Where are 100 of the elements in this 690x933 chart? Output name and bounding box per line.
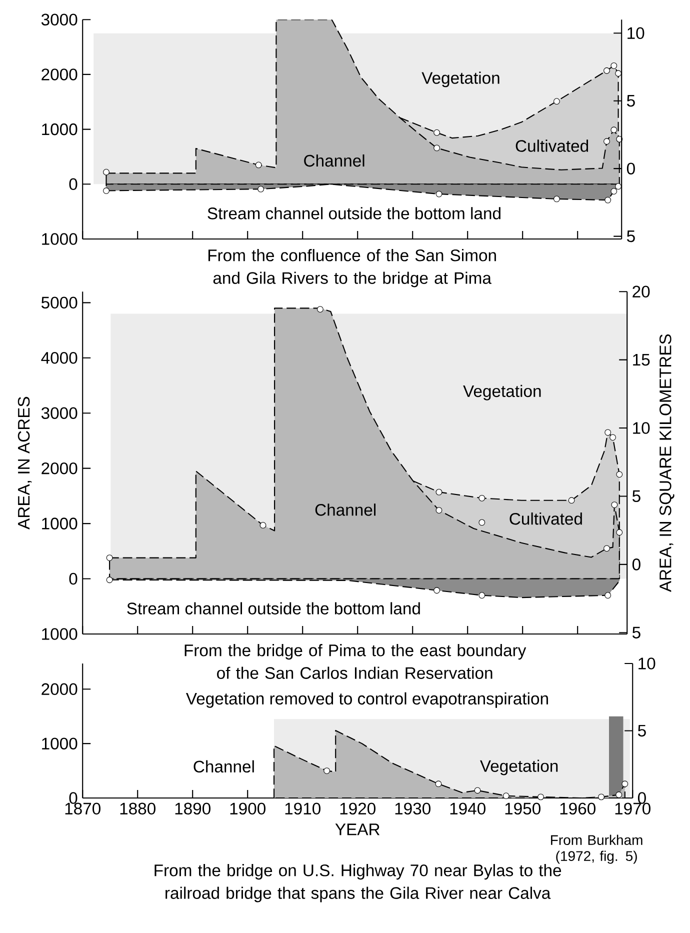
point [478,519,486,526]
text: From the bridge on U.S. Highway 70 near Bylas to the railroad bridge that spans the Gila River near Calva [154,864,562,902]
annotation: Vegetation removed to control evapotranspiration [186,692,548,708]
point [474,787,481,794]
point [103,188,110,194]
annotation: Vegetation [422,72,500,88]
point [610,62,618,69]
annotation: Cultivated [516,140,588,152]
point [616,471,623,478]
y-tick-label: 1000 [42,233,78,245]
y-tick-label: 5000 [41,296,78,309]
y2-tick-label: 20 [632,286,650,298]
point [255,162,262,168]
point [434,129,440,136]
annotation: Stream channel outside the bottom land [208,207,500,220]
point [604,592,612,599]
point [604,138,610,145]
point [434,587,440,594]
y-tick-label: 2000 [42,68,78,80]
point [610,434,616,441]
y-tick-label: 1000 [42,628,78,640]
x-tick-label: 1870 [65,802,100,815]
point [604,67,610,74]
y-tick-label: 0 [69,792,78,804]
point [436,488,442,496]
point [434,144,440,152]
x-tick-label: 1880 [120,802,156,815]
point [615,70,622,77]
text: From Burkham (1972, fig. 5) [551,834,642,864]
x-tick-label: 1930 [395,802,430,815]
y2-tick-label: 5 [632,490,640,502]
point [316,306,324,312]
point [611,502,618,508]
point [622,780,628,788]
annotation: Stream channel outside the bottom land [127,602,420,614]
y2-tick-label: 10 [628,27,644,40]
y-tick-label: 1000 [42,518,78,530]
point [324,768,330,774]
point [258,186,264,192]
point [553,196,560,202]
y-tick-label: 1000 [42,738,78,750]
x-tick-label: 1970 [615,802,650,815]
annotation: Cultivated [510,512,582,525]
point [260,522,266,528]
y2-tick-label: 0 [638,792,646,804]
x-tick-label: 1940 [450,802,486,815]
text: From the confluence of the San Simon and Gila Rivers to the bridge at Pima [208,249,496,288]
x-tick-label: 1950 [505,802,540,815]
y-tick-label: 3000 [41,407,78,420]
y-axis-title: AREA, IN ACRES [18,396,32,530]
y2-tick-label: 10 [638,658,656,670]
x-tick-label: 1960 [560,802,596,815]
x-tick-label: 1900 [230,802,266,815]
y-tick-label: 2000 [42,462,78,474]
y2-tick-label: 5 [626,230,635,242]
point [616,792,622,798]
y2-tick-label: 10 [633,422,650,434]
x-tick-label: 1920 [340,802,376,815]
y2-axis-title: AREA, IN SQUARE KILOMETRES [660,334,674,592]
point [553,98,560,105]
y-tick-label: 0 [69,178,78,190]
annotation: Channel [304,154,364,167]
point [103,168,110,176]
text: From the bridge of Pima to the east boundary of the San Carlos Indian Reservation [184,644,526,679]
y2-tick-label: 0 [632,558,640,570]
point [478,592,486,599]
point [568,497,575,504]
point [610,126,618,134]
point [502,792,510,800]
x-tick-label: 1910 [285,802,320,815]
y2-tick-label: 5 [638,724,646,737]
point [436,507,442,514]
point [106,576,113,584]
annotation: Channel [315,504,376,516]
y2-tick-label: 0 [626,162,635,174]
point [610,188,618,194]
y-tick-label: 2000 [42,683,78,696]
point [604,429,612,436]
y-tick-label: 1000 [42,123,78,136]
y-tick-label: 3000 [41,14,78,26]
y2-tick-label: 5 [632,626,640,638]
y2-tick-label: 5 [626,95,635,107]
y2-tick-label: 15 [633,354,650,366]
annotation: Channel [194,760,254,773]
y-tick-label: 0 [69,572,78,585]
point [478,494,486,502]
point [616,529,623,536]
annotation: Vegetation [480,760,558,776]
point [604,196,612,204]
y-tick-label: 4000 [41,352,78,364]
point [598,794,604,800]
point [615,183,622,190]
point [538,794,544,800]
x-tick-label: 1890 [175,802,210,815]
point [436,190,442,198]
x-axis-title: YEAR [335,824,380,836]
point [604,545,610,552]
point [435,780,442,788]
point [106,554,113,561]
annotation: Vegetation [463,384,541,400]
